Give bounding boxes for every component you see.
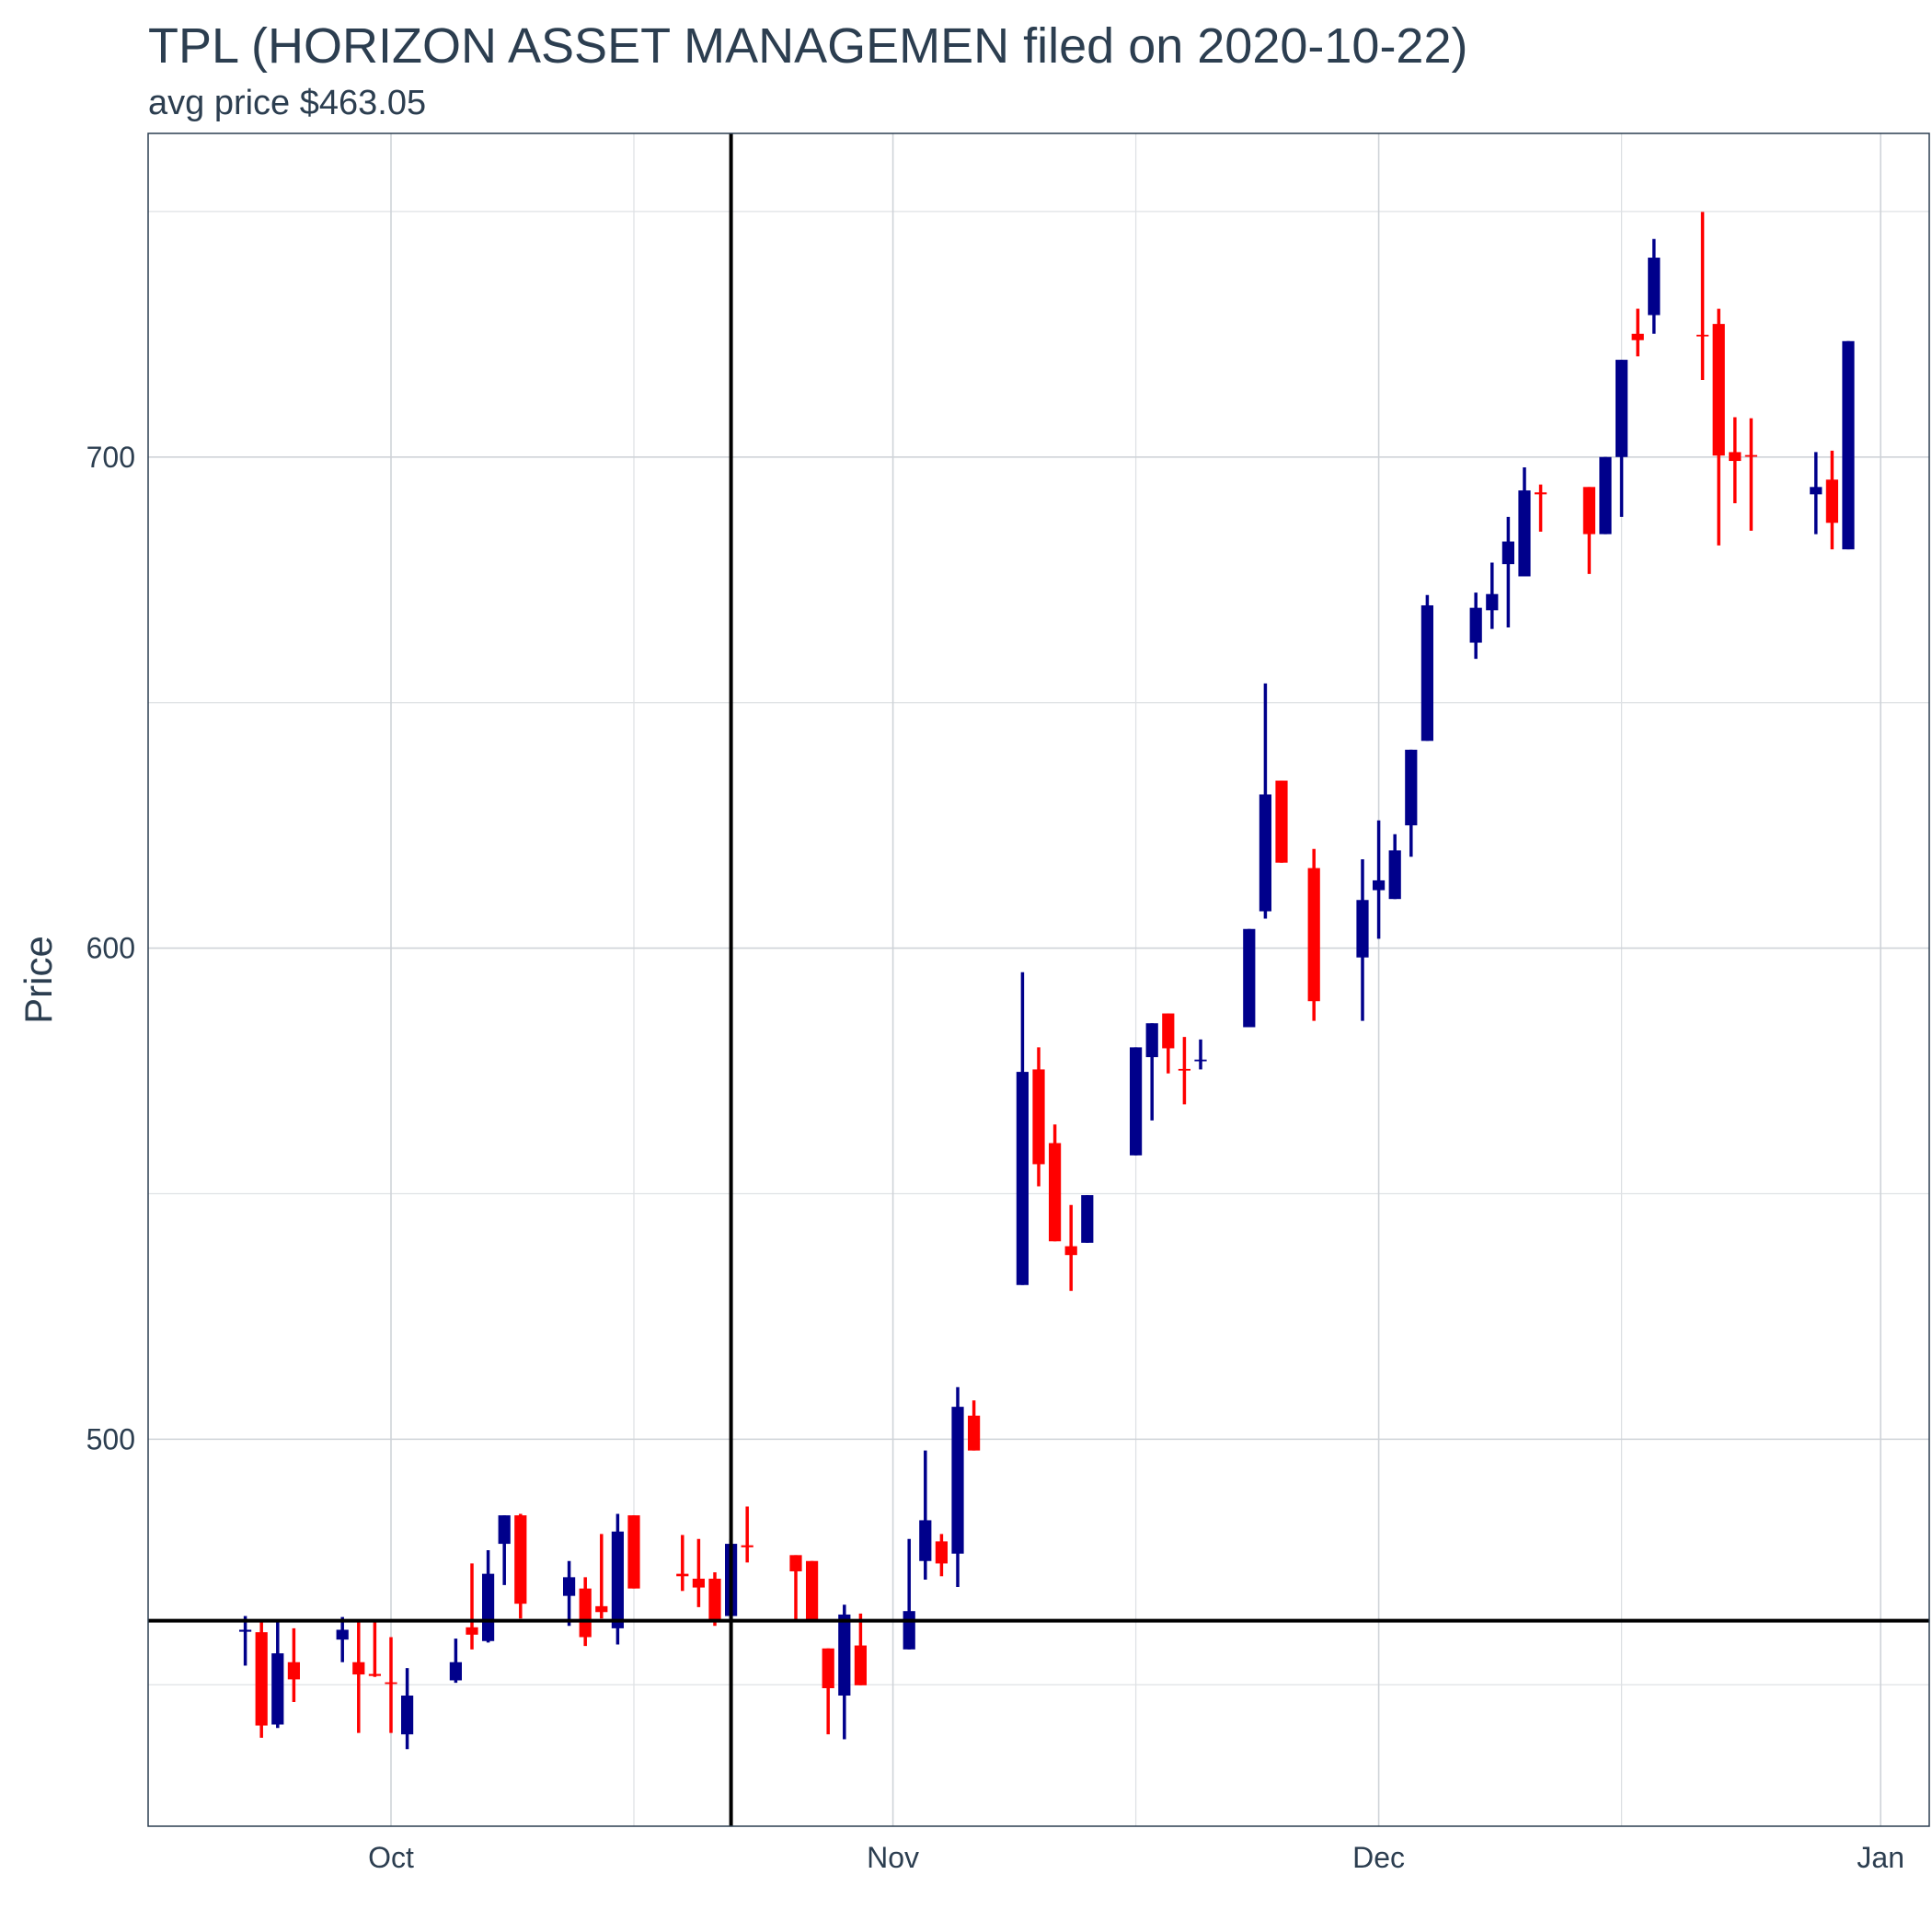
candle-body	[708, 1578, 721, 1623]
x-tick-label: Oct	[368, 1841, 414, 1874]
candle-body	[1729, 452, 1742, 462]
candle-body	[951, 1407, 964, 1554]
candle-body	[1501, 541, 1514, 565]
candle-body	[579, 1588, 592, 1638]
y-axis-label: Price	[17, 936, 60, 1024]
candle-body	[1178, 1068, 1190, 1071]
candle-body	[935, 1541, 948, 1564]
candle-body	[498, 1515, 511, 1545]
candle-body	[1535, 492, 1547, 495]
candle-body	[1616, 360, 1628, 457]
candle-body	[1582, 487, 1595, 535]
candle-body	[352, 1662, 365, 1675]
chart-subtitle: avg price $463.05	[148, 84, 426, 122]
candle-body	[1486, 593, 1499, 611]
candle-body	[287, 1662, 300, 1680]
candle-body	[822, 1648, 834, 1689]
candle-body	[563, 1577, 576, 1596]
candle-body	[1243, 928, 1256, 1028]
candle-body	[1307, 868, 1320, 1002]
candle-body	[1810, 487, 1823, 495]
candle-body	[611, 1531, 624, 1628]
candle-body	[1081, 1195, 1094, 1243]
x-tick-label: Jan	[1857, 1841, 1904, 1874]
candle-body	[692, 1578, 705, 1588]
candle-body	[1712, 324, 1725, 456]
candle-body	[1130, 1047, 1143, 1156]
candle-body	[271, 1653, 284, 1725]
candle-body	[806, 1560, 819, 1623]
candle-body	[239, 1629, 252, 1632]
candle-body	[789, 1555, 802, 1571]
candle-body	[385, 1682, 397, 1685]
candle-body	[514, 1515, 527, 1604]
candle-body	[1016, 1072, 1029, 1285]
candle-body	[595, 1605, 608, 1613]
candle-body	[741, 1545, 753, 1547]
candle-body	[676, 1573, 689, 1577]
candle-body	[1356, 900, 1369, 958]
candle-body	[1469, 607, 1482, 643]
candle-body	[1518, 490, 1531, 577]
candle-body	[401, 1696, 414, 1735]
candle-body	[1373, 880, 1386, 891]
candle-body	[627, 1515, 640, 1589]
candle-body	[1275, 780, 1288, 863]
candle-body	[1049, 1143, 1062, 1242]
candle-body	[1696, 334, 1709, 337]
chart-title: TPL (HORIZON ASSET MANAGEMEN filed on 20…	[148, 18, 1467, 74]
candle-body	[968, 1415, 981, 1451]
candle-body	[1388, 850, 1401, 900]
candle-body	[368, 1673, 381, 1676]
y-tick-label: 500	[86, 1422, 135, 1455]
candle-body	[1744, 454, 1757, 457]
candle-body	[1405, 749, 1418, 826]
candle-body	[1631, 333, 1644, 340]
candle-body	[1825, 479, 1838, 523]
y-tick-label: 600	[86, 932, 135, 965]
candle-body	[482, 1573, 495, 1641]
candle-body	[336, 1629, 349, 1640]
candle-body	[1259, 794, 1271, 912]
candle-body	[854, 1645, 867, 1685]
candle-body	[1648, 258, 1661, 316]
x-tick-label: Dec	[1352, 1841, 1405, 1874]
candle-body	[838, 1614, 851, 1696]
plot-border	[147, 132, 1930, 1827]
candle-body	[1032, 1069, 1045, 1165]
x-tick-label: Nov	[867, 1841, 919, 1874]
candle-body	[1420, 604, 1433, 742]
candle-body	[1162, 1013, 1175, 1049]
candle-body	[903, 1611, 915, 1650]
candle-body	[449, 1662, 462, 1681]
candle-body	[1194, 1059, 1207, 1062]
candle-body	[466, 1627, 478, 1635]
y-tick-label: 700	[86, 441, 135, 474]
candle-body	[1842, 340, 1855, 550]
candle-body	[1599, 456, 1612, 535]
candle-body	[1145, 1023, 1158, 1058]
candle-body	[1064, 1246, 1077, 1256]
candle-body	[255, 1632, 268, 1726]
candle-body	[919, 1520, 932, 1561]
